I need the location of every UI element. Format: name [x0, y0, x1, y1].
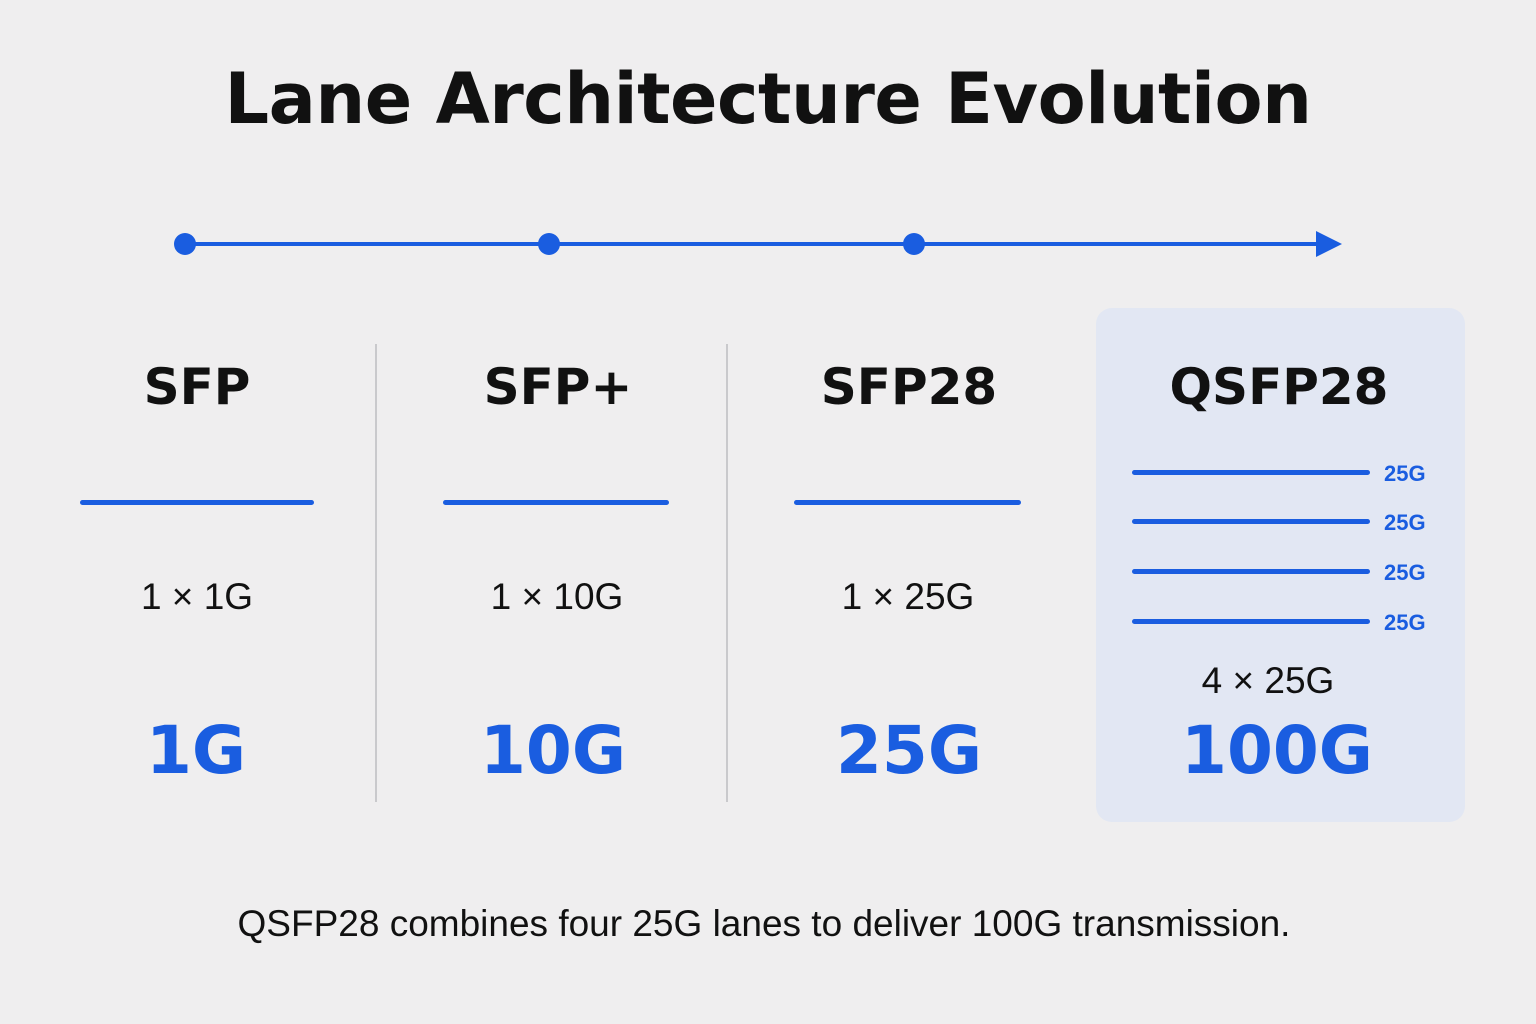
- generation-name: SFP: [143, 358, 251, 416]
- lane-label-3: 25G: [1384, 560, 1426, 585]
- timeline-dot-sfp: [174, 233, 196, 255]
- total-speed: 100G: [1181, 712, 1373, 789]
- lane-line: [794, 500, 1021, 505]
- generation-name: SFP28: [820, 358, 998, 416]
- lane-label-1: 25G: [1384, 461, 1426, 486]
- lane-config: 4 × 25G: [1201, 660, 1335, 701]
- timeline-arrow: [174, 231, 1342, 257]
- lane-line-4: [1132, 619, 1370, 624]
- lane-config: 1 × 1G: [140, 576, 254, 617]
- generation-name: SFP+: [483, 358, 633, 416]
- lane-label-4: 25G: [1384, 610, 1426, 635]
- total-speed: 25G: [835, 712, 983, 789]
- timeline-arrowhead-icon: [1316, 231, 1342, 257]
- lane-config: 1 × 10G: [490, 576, 624, 617]
- column-divider-1: [375, 344, 377, 802]
- lane-config: 1 × 25G: [841, 576, 975, 617]
- total-speed: 10G: [479, 712, 627, 789]
- lane-label-2: 25G: [1384, 510, 1426, 535]
- timeline-dot-sfp28: [903, 233, 925, 255]
- lane-line: [80, 500, 314, 505]
- lane-line-1: [1132, 470, 1370, 475]
- lane-line-2: [1132, 519, 1370, 524]
- column-divider-2: [726, 344, 728, 802]
- generation-name: QSFP28: [1169, 358, 1389, 416]
- qsfp28-highlight-panel: [1096, 308, 1465, 822]
- lane-line-3: [1132, 569, 1370, 574]
- page-title: Lane Architecture Evolution: [224, 58, 1312, 140]
- caption: QSFP28 combines four 25G lanes to delive…: [237, 903, 1291, 944]
- timeline-dot-sfp-plus: [538, 233, 560, 255]
- total-speed: 1G: [145, 712, 247, 789]
- lane-line: [443, 500, 669, 505]
